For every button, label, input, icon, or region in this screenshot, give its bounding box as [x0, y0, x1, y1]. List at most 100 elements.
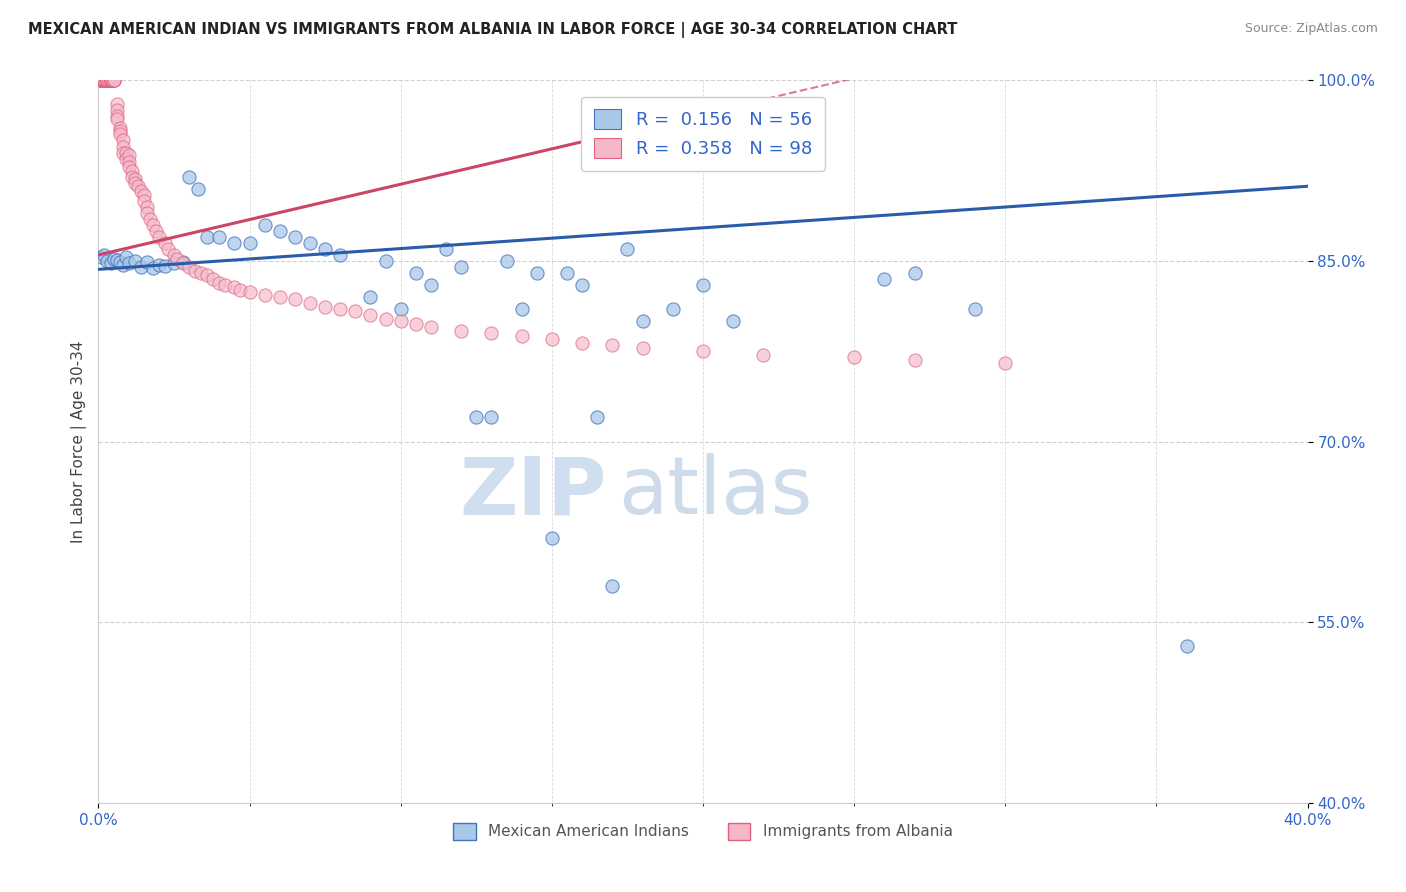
Point — [187, 181, 209, 195]
Point — [208, 229, 231, 244]
Point — [90, 73, 112, 87]
Point — [118, 148, 141, 162]
Point — [93, 73, 115, 87]
Point — [602, 338, 624, 352]
Point — [224, 235, 246, 250]
Point — [118, 155, 141, 169]
Point — [844, 350, 866, 364]
Point — [253, 287, 276, 301]
Point — [90, 73, 112, 87]
Point — [405, 317, 427, 331]
Point — [96, 73, 118, 87]
Point — [121, 169, 143, 184]
Point — [661, 301, 683, 316]
Point — [90, 250, 112, 264]
Point — [214, 277, 236, 292]
Point — [91, 73, 114, 87]
Point — [93, 73, 115, 87]
Point — [98, 73, 121, 87]
Point — [103, 73, 125, 87]
Point — [692, 344, 714, 359]
Point — [253, 218, 276, 232]
Text: MEXICAN AMERICAN INDIAN VS IMMIGRANTS FROM ALBANIA IN LABOR FORCE | AGE 30-34 CO: MEXICAN AMERICAN INDIAN VS IMMIGRANTS FR… — [28, 22, 957, 38]
Point — [420, 320, 443, 334]
Point — [389, 301, 412, 316]
Point — [111, 258, 134, 272]
Point — [114, 250, 136, 264]
Point — [101, 73, 124, 87]
Point — [631, 341, 654, 355]
Point — [90, 73, 112, 87]
Point — [93, 73, 115, 87]
Point — [314, 300, 336, 314]
Point — [434, 242, 457, 256]
Point — [100, 73, 122, 87]
Point — [90, 73, 112, 87]
Point — [229, 283, 252, 297]
Point — [93, 248, 115, 262]
Point — [202, 272, 225, 286]
Point — [124, 172, 146, 186]
Point — [994, 356, 1017, 370]
Point — [100, 73, 122, 87]
Point — [105, 109, 128, 123]
Point — [103, 73, 125, 87]
Point — [139, 211, 162, 226]
Point — [98, 73, 121, 87]
Text: Source: ZipAtlas.com: Source: ZipAtlas.com — [1244, 22, 1378, 36]
Point — [450, 260, 472, 274]
Point — [420, 277, 443, 292]
Point — [111, 139, 134, 153]
Point — [526, 266, 548, 280]
Point — [103, 73, 125, 87]
Point — [94, 73, 117, 87]
Text: ZIP: ZIP — [458, 453, 606, 531]
Point — [114, 145, 136, 160]
Point — [481, 410, 503, 425]
Point — [135, 205, 157, 219]
Point — [108, 255, 131, 269]
Point — [124, 253, 146, 268]
Text: atlas: atlas — [619, 453, 813, 531]
Point — [118, 160, 141, 174]
Point — [1175, 639, 1198, 653]
Point — [360, 308, 382, 322]
Point — [179, 169, 201, 184]
Point — [344, 304, 367, 318]
Point — [148, 258, 170, 272]
Point — [103, 73, 125, 87]
Point — [121, 163, 143, 178]
Point — [555, 266, 578, 280]
Point — [904, 266, 927, 280]
Point — [195, 268, 218, 283]
Point — [374, 311, 396, 326]
Point — [190, 266, 212, 280]
Point — [510, 301, 533, 316]
Point — [114, 152, 136, 166]
Point — [96, 73, 118, 87]
Point — [329, 301, 352, 316]
Point — [571, 335, 593, 350]
Point — [299, 296, 322, 310]
Point — [132, 187, 155, 202]
Point — [602, 579, 624, 593]
Point — [329, 248, 352, 262]
Point — [163, 248, 186, 262]
Y-axis label: In Labor Force | Age 30-34: In Labor Force | Age 30-34 — [72, 340, 87, 543]
Point — [89, 73, 111, 87]
Point — [239, 235, 262, 250]
Point — [299, 235, 322, 250]
Point — [540, 531, 562, 545]
Point — [135, 200, 157, 214]
Point — [752, 348, 775, 362]
Legend: Mexican American Indians, Immigrants from Albania: Mexican American Indians, Immigrants fro… — [447, 817, 959, 846]
Point — [374, 253, 396, 268]
Point — [93, 73, 115, 87]
Point — [723, 314, 745, 328]
Point — [965, 301, 987, 316]
Point — [105, 252, 128, 267]
Point — [481, 326, 503, 340]
Point — [129, 184, 152, 198]
Point — [94, 73, 117, 87]
Point — [571, 277, 593, 292]
